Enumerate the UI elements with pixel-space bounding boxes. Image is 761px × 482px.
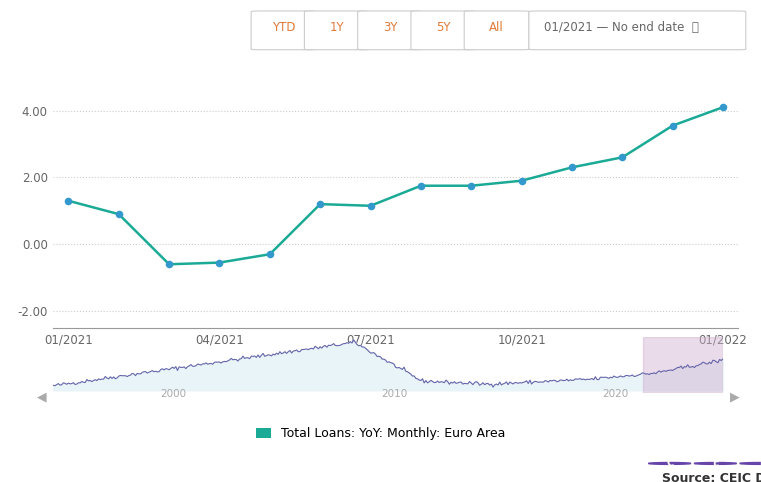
Point [566, 163, 578, 171]
Text: C: C [666, 458, 673, 469]
Point [163, 260, 175, 268]
Point [365, 202, 377, 210]
Text: 2010: 2010 [382, 388, 408, 399]
Point [717, 103, 729, 111]
FancyBboxPatch shape [304, 11, 369, 50]
FancyBboxPatch shape [464, 11, 529, 50]
Circle shape [648, 463, 691, 464]
Text: ◀: ◀ [37, 390, 46, 403]
FancyBboxPatch shape [529, 11, 746, 50]
FancyBboxPatch shape [358, 11, 422, 50]
Text: 5Y: 5Y [436, 21, 451, 34]
Text: 01/2021 — No end date  🗓: 01/2021 — No end date 🗓 [544, 21, 699, 34]
Text: 3Y: 3Y [383, 21, 397, 34]
Text: E: E [712, 458, 718, 469]
Point [113, 210, 125, 218]
Text: 1Y: 1Y [330, 21, 344, 34]
Text: 2020: 2020 [603, 388, 629, 399]
Text: YTD: YTD [272, 21, 295, 34]
Text: Source: CEIC Data: Source: CEIC Data [662, 472, 761, 482]
Point [264, 250, 276, 258]
Legend: Total Loans: YoY: Monthly: Euro Area: Total Loans: YoY: Monthly: Euro Area [251, 422, 510, 445]
FancyBboxPatch shape [411, 11, 476, 50]
Point [415, 182, 427, 189]
Bar [642, 337, 723, 393]
Point [213, 259, 225, 267]
Point [515, 177, 527, 185]
Text: 2000: 2000 [161, 388, 187, 399]
Text: All: All [489, 21, 504, 34]
Circle shape [740, 463, 761, 464]
Text: ▶: ▶ [730, 390, 739, 403]
Text: I: I [759, 458, 761, 469]
FancyBboxPatch shape [251, 11, 316, 50]
Point [616, 153, 629, 161]
Point [62, 197, 75, 205]
Circle shape [694, 463, 737, 464]
Point [465, 182, 477, 189]
Point [314, 200, 326, 208]
Point [667, 122, 679, 130]
